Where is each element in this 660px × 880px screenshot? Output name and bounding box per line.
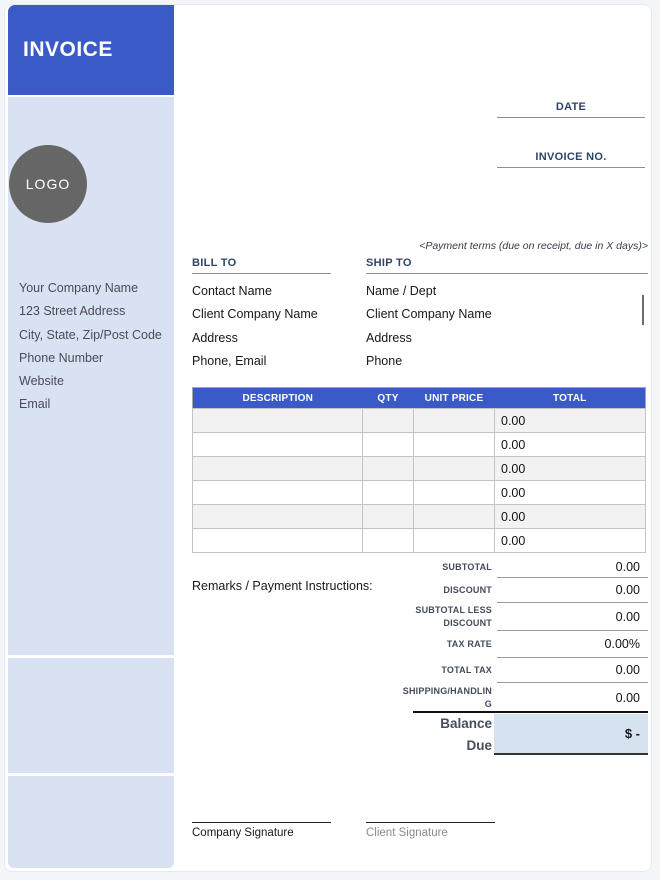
total-cell[interactable]: 0.00 xyxy=(494,528,646,553)
balance-due-label: Balance Due xyxy=(440,716,492,753)
discount-row: DISCOUNT 0.00 xyxy=(345,578,648,603)
logo-text: LOGO xyxy=(25,176,71,192)
qty-cell[interactable] xyxy=(362,456,414,481)
total-cell[interactable]: 0.00 xyxy=(494,480,646,505)
shipping-handling-value[interactable]: 0.00 xyxy=(615,690,640,705)
logo-placeholder[interactable]: LOGO xyxy=(9,145,87,223)
company-phone[interactable]: Phone Number xyxy=(19,350,104,365)
ship-to-phone[interactable]: Phone xyxy=(366,354,403,368)
invoice-number-label: INVOICE NO. xyxy=(535,151,607,163)
unit-price-cell[interactable] xyxy=(413,456,495,481)
unit-price-cell[interactable] xyxy=(413,504,495,529)
shipping-handling-row: SHIPPING/HANDLING 0.00 xyxy=(345,683,648,712)
description-cell[interactable] xyxy=(192,456,363,481)
company-website[interactable]: Website xyxy=(19,374,64,389)
client-signature-block: Client Signature xyxy=(366,822,495,839)
description-cell[interactable] xyxy=(192,432,363,457)
table-row: 0.00 xyxy=(192,408,646,433)
qty-cell[interactable] xyxy=(362,504,414,529)
total-cell[interactable]: 0.00 xyxy=(494,456,646,481)
date-label: DATE xyxy=(555,101,587,113)
total-cell[interactable]: 0.00 xyxy=(494,432,646,457)
col-header-unit-price: UNIT PRICE xyxy=(413,387,495,409)
description-cell[interactable] xyxy=(192,480,363,505)
company-email[interactable]: Email xyxy=(19,397,51,412)
col-header-total: TOTAL xyxy=(494,387,646,409)
discount-value[interactable]: 0.00 xyxy=(497,578,648,603)
company-signature-label: Company Signature xyxy=(192,827,294,839)
tax-rate-row: TAX RATE 0.00% xyxy=(345,631,648,658)
total-tax-label: TOTAL TAX xyxy=(441,665,492,675)
tax-rate-label: TAX RATE xyxy=(446,639,492,649)
col-header-description: DESCRIPTION xyxy=(192,387,363,409)
total-cell[interactable]: 0.00 xyxy=(494,408,646,433)
balance-due-label-wrap: Balance Due xyxy=(345,714,492,756)
invoice-title-banner: INVOICE xyxy=(8,5,174,95)
subtotal-less-discount-label: SUBTOTAL LESS DISCOUNT xyxy=(415,605,492,628)
subtotal-less-discount-value[interactable]: 0.00 xyxy=(497,603,648,631)
unit-price-cell[interactable] xyxy=(413,432,495,457)
bill-to-phone-email[interactable]: Phone, Email xyxy=(192,354,267,368)
company-signature-block: Company Signature xyxy=(192,822,331,839)
sidebar-panel-bottom xyxy=(8,776,174,868)
company-city[interactable]: City, State, Zip/Post Code xyxy=(19,327,162,342)
table-row: 0.00 xyxy=(192,480,646,505)
total-tax-row: TOTAL TAX 0.00 xyxy=(345,658,648,683)
table-row: 0.00 xyxy=(192,504,646,529)
unit-price-cell[interactable] xyxy=(413,480,495,505)
table-row: 0.00 xyxy=(192,456,646,481)
client-signature-label: Client Signature xyxy=(366,827,448,839)
bill-to-contact[interactable]: Contact Name xyxy=(192,283,272,298)
unit-price-cell[interactable] xyxy=(413,528,495,553)
totals-section: SUBTOTAL 0.00 DISCOUNT 0.00 SUBTOTAL LES… xyxy=(345,556,648,712)
unit-price-cell[interactable] xyxy=(413,408,495,433)
description-cell[interactable] xyxy=(192,504,363,529)
invoice-number-field[interactable]: INVOICE NO. xyxy=(497,147,645,168)
invoice-title: INVOICE xyxy=(23,38,113,61)
company-info-block: Your Company Name 123 Street Address Cit… xyxy=(19,277,169,417)
company-name[interactable]: Your Company Name xyxy=(19,281,139,295)
total-tax-value[interactable]: 0.00 xyxy=(497,658,648,683)
text-cursor xyxy=(642,295,644,325)
table-row: 0.00 xyxy=(192,432,646,457)
table-row: 0.00 xyxy=(192,528,646,553)
subtotal-value[interactable]: 0.00 xyxy=(497,556,648,578)
bill-to-address[interactable]: Address xyxy=(192,330,238,345)
date-field[interactable]: DATE xyxy=(497,97,645,118)
ship-to-name-dept[interactable]: Name / Dept xyxy=(366,283,437,298)
col-header-qty: QTY xyxy=(362,387,414,409)
qty-cell[interactable] xyxy=(362,528,414,553)
subtotal-less-discount-row: SUBTOTAL LESS DISCOUNT 0.00 xyxy=(345,603,648,631)
items-table: DESCRIPTION QTY UNIT PRICE TOTAL 0.00 0.… xyxy=(192,387,646,553)
tax-rate-value[interactable]: 0.00% xyxy=(497,631,648,658)
total-cell[interactable]: 0.00 xyxy=(494,504,646,529)
bill-to-company[interactable]: Client Company Name xyxy=(192,307,318,321)
ship-to-section: SHIP TO Name / Dept Client Company Name … xyxy=(366,257,648,368)
company-signature-line[interactable] xyxy=(192,822,331,823)
qty-cell[interactable] xyxy=(362,432,414,457)
items-table-header-row: DESCRIPTION QTY UNIT PRICE TOTAL xyxy=(192,387,646,409)
company-street[interactable]: 123 Street Address xyxy=(19,304,126,319)
sidebar-panel-middle xyxy=(8,658,174,773)
bill-to-heading: BILL TO xyxy=(192,257,331,274)
client-signature-line[interactable] xyxy=(366,822,495,823)
bill-to-section: BILL TO Contact Name Client Company Name… xyxy=(192,257,331,368)
shipping-handling-label: SHIPPING/HANDLING xyxy=(402,685,492,709)
subtotal-label: SUBTOTAL xyxy=(442,561,492,572)
ship-to-company[interactable]: Client Company Name xyxy=(366,307,492,321)
ship-to-address[interactable]: Address xyxy=(366,330,412,345)
payment-terms-placeholder[interactable]: <Payment terms (due on receipt, due in X… xyxy=(419,240,648,252)
remarks-label: Remarks / Payment Instructions: xyxy=(192,579,373,593)
totals-divider-line xyxy=(413,711,648,713)
qty-cell[interactable] xyxy=(362,408,414,433)
discount-label: DISCOUNT xyxy=(443,585,492,595)
ship-to-heading: SHIP TO xyxy=(366,257,648,274)
description-cell[interactable] xyxy=(192,528,363,553)
qty-cell[interactable] xyxy=(362,480,414,505)
balance-due-value[interactable]: $ - xyxy=(494,714,648,755)
description-cell[interactable] xyxy=(192,408,363,433)
subtotal-row: SUBTOTAL 0.00 xyxy=(345,556,648,578)
